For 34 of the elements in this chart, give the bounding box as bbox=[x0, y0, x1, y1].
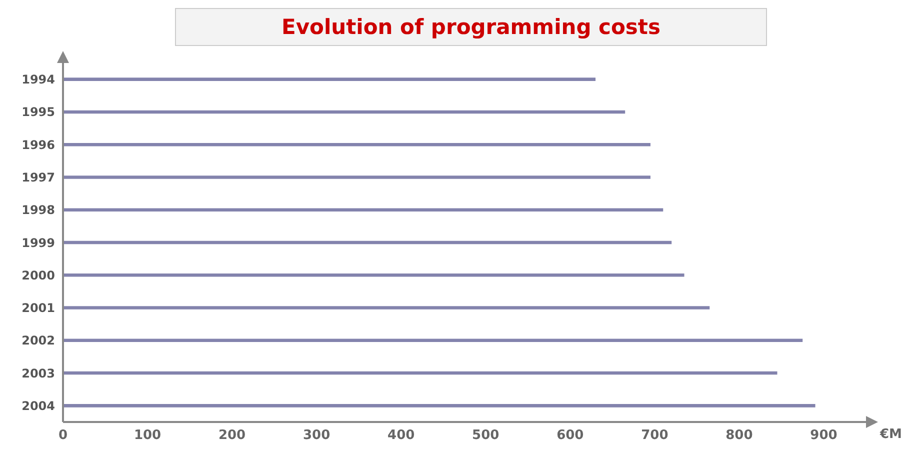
x-tick-label: 0 bbox=[58, 428, 68, 444]
bar bbox=[63, 306, 710, 310]
x-tick-label: 900 bbox=[810, 428, 838, 444]
x-tick-label: 700 bbox=[641, 428, 668, 444]
y-tick-label: 2001 bbox=[22, 301, 55, 316]
y-tick-label: 2003 bbox=[22, 366, 55, 380]
x-tick-label: 400 bbox=[388, 428, 415, 444]
bar bbox=[63, 176, 650, 179]
y-tick-label: 2000 bbox=[22, 268, 55, 282]
y-tick-label: 1996 bbox=[22, 138, 55, 152]
y-tick-label: 2004 bbox=[22, 398, 55, 413]
y-tick-label: 1995 bbox=[22, 105, 55, 120]
bar bbox=[63, 274, 684, 277]
y-tick-label: 1999 bbox=[22, 236, 55, 250]
y-tick-label: 1998 bbox=[22, 203, 55, 218]
x-tick-label: 500 bbox=[472, 428, 500, 444]
bar bbox=[63, 142, 650, 146]
bar bbox=[63, 208, 664, 212]
bar bbox=[63, 110, 626, 114]
bar bbox=[63, 78, 596, 81]
x-tick-label: 200 bbox=[218, 428, 246, 444]
chart-title: Evolution of programming costs bbox=[175, 8, 767, 46]
x-tick-label: 800 bbox=[726, 428, 753, 444]
x-tick-label: 300 bbox=[303, 428, 330, 444]
bar bbox=[63, 240, 672, 244]
x-axis-title: €M bbox=[880, 427, 902, 442]
x-tick-label: 600 bbox=[556, 428, 584, 444]
y-tick-label: 2002 bbox=[22, 334, 55, 348]
y-tick-label: 1997 bbox=[22, 170, 55, 184]
x-tick-label: 100 bbox=[134, 428, 162, 444]
bar bbox=[63, 404, 816, 408]
bar bbox=[63, 371, 778, 375]
bar bbox=[63, 338, 803, 342]
y-tick-label: 1994 bbox=[22, 72, 55, 87]
